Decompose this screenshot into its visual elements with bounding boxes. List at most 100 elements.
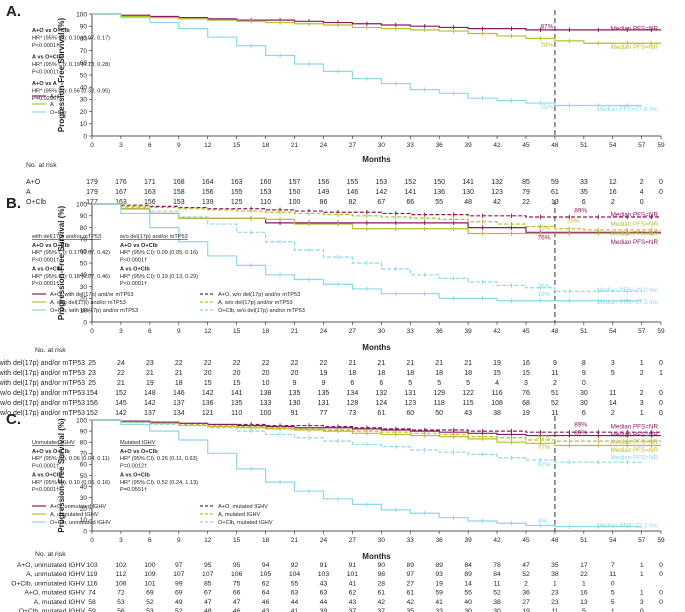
- risk-row-label: O+Clb, unmutated IGHV: [11, 580, 85, 587]
- y-tick-label: 80: [80, 225, 88, 232]
- percent-label: 62%: [538, 462, 551, 469]
- y-tick-label: 30: [80, 284, 88, 291]
- x-axis-title: Months: [362, 552, 391, 561]
- risk-value: 22: [117, 370, 125, 377]
- x-tick-label: 18: [262, 328, 270, 335]
- risk-value: 149: [318, 189, 330, 196]
- risk-header: No. at risk: [35, 347, 66, 354]
- risk-value: 46: [262, 599, 270, 606]
- risk-value: 11: [551, 410, 558, 417]
- risk-value: 95: [204, 562, 212, 569]
- risk-value: 179: [86, 189, 98, 196]
- y-tick-label: 10: [80, 121, 88, 128]
- risk-value: 6: [350, 380, 354, 387]
- risk-value: 103: [86, 562, 98, 569]
- stats-group-title: Unmutated IGHV: [32, 440, 75, 446]
- risk-value: 134: [347, 390, 359, 397]
- y-axis-title: Progression-Free Survival (%): [57, 418, 66, 533]
- risk-value: 41: [291, 608, 299, 612]
- risk-value: 0: [659, 562, 663, 569]
- risk-value: 122: [462, 390, 474, 397]
- risk-value: 1: [553, 580, 557, 587]
- risk-value: 53: [146, 608, 154, 612]
- risk-value: 11: [609, 390, 616, 397]
- risk-value: 47: [233, 599, 241, 606]
- risk-value: 56: [117, 608, 125, 612]
- y-tick-label: 100: [76, 417, 87, 424]
- risk-row-label: A+O, unmutated IGHV: [17, 562, 86, 569]
- x-tick-label: 57: [638, 537, 646, 544]
- risk-value: 136: [202, 400, 214, 407]
- risk-value: 125: [231, 199, 243, 206]
- risk-value: 2: [611, 410, 615, 417]
- risk-value: 139: [202, 199, 214, 206]
- median-label: Median PFS=NR: [611, 26, 659, 33]
- risk-value: 3: [640, 599, 644, 606]
- risk-value: 105: [260, 571, 272, 578]
- stats-text: P<0.0001†: [32, 281, 59, 287]
- risk-value: 61: [406, 590, 414, 597]
- y-tick-label: 0: [83, 133, 87, 140]
- risk-value: 78: [493, 562, 501, 569]
- x-tick-label: 54: [609, 537, 617, 544]
- risk-value: 2: [524, 580, 528, 587]
- stats-text: P<0.0001†: [32, 70, 59, 76]
- y-tick-label: 90: [80, 428, 88, 435]
- percent-label: 18%: [538, 291, 551, 298]
- risk-row-label: O+Clb: [26, 199, 46, 206]
- risk-header: No. at risk: [35, 551, 66, 558]
- x-tick-label: 6: [148, 537, 152, 544]
- x-tick-label: 57: [638, 142, 646, 149]
- risk-value: 73: [348, 410, 356, 417]
- x-tick-label: 33: [407, 537, 415, 544]
- risk-value: 4: [640, 189, 644, 196]
- risk-value: 50: [435, 410, 443, 417]
- risk-value: 153: [375, 179, 387, 186]
- stats-text: P=0.0012†: [120, 463, 147, 469]
- stats-text: HR* (95% CI): 0.19 (0.13, 0.28): [32, 62, 110, 68]
- risk-value: 168: [173, 179, 185, 186]
- stats-text: HR* (95% CI): 0.26 (0.11, 0.63): [120, 456, 198, 462]
- percent-label: 78%: [566, 218, 579, 225]
- risk-value: 21: [377, 360, 385, 367]
- risk-value: 97: [175, 562, 183, 569]
- panel-letter: C.: [6, 411, 21, 428]
- risk-value: 17: [580, 562, 588, 569]
- x-tick-label: 9: [177, 537, 181, 544]
- risk-value: 5: [466, 380, 470, 387]
- risk-value: 134: [173, 410, 185, 417]
- risk-value: 155: [347, 179, 359, 186]
- risk-value: 21: [435, 360, 443, 367]
- risk-value: 28: [378, 580, 386, 587]
- risk-value: 5: [437, 380, 441, 387]
- risk-value: 112: [116, 571, 127, 578]
- legend-label: A+O: [50, 94, 62, 100]
- risk-value: 52: [551, 400, 559, 407]
- y-tick-label: 40: [80, 484, 88, 491]
- risk-value: 141: [404, 189, 416, 196]
- y-tick-label: 70: [80, 451, 88, 458]
- x-tick-label: 18: [262, 142, 270, 149]
- stats-text: A vs O+Clb: [120, 267, 150, 273]
- series-line: [92, 203, 661, 231]
- risk-value: 152: [86, 410, 98, 417]
- y-tick-label: 80: [80, 440, 88, 447]
- x-tick-label: 27: [349, 537, 357, 544]
- risk-value: 72: [117, 590, 125, 597]
- risk-value: 130: [289, 400, 301, 407]
- risk-value: 52: [522, 571, 530, 578]
- risk-value: 18: [464, 370, 472, 377]
- x-tick-label: 30: [378, 537, 386, 544]
- median-label: Median PFS=17.5 mo: [597, 299, 659, 306]
- risk-value: 55: [291, 580, 299, 587]
- risk-value: 150: [433, 179, 445, 186]
- x-axis-title: Months: [362, 155, 391, 164]
- y-tick-label: 20: [80, 296, 88, 303]
- risk-value: 148: [144, 390, 156, 397]
- risk-value: 118: [434, 400, 445, 407]
- risk-value: 3: [640, 400, 644, 407]
- risk-value: 22: [320, 360, 328, 367]
- risk-value: 35: [551, 562, 559, 569]
- risk-value: 30: [464, 608, 472, 612]
- risk-value: 141: [462, 179, 474, 186]
